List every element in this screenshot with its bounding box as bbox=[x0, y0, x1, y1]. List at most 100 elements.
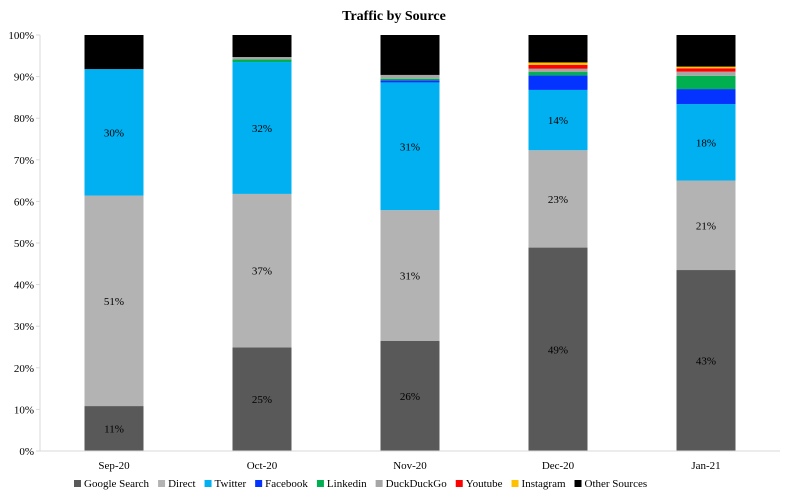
bar-segment bbox=[676, 89, 736, 105]
bar-segment bbox=[528, 75, 588, 90]
x-tick-label: Sep-20 bbox=[98, 460, 130, 472]
data-label: 32% bbox=[252, 123, 272, 135]
legend-label: Facebook bbox=[265, 478, 308, 490]
data-label: 31% bbox=[400, 270, 420, 282]
y-tick-label: 20% bbox=[14, 363, 34, 375]
bar-stack: 26% 31% 31% bbox=[380, 35, 440, 451]
data-label: 25% bbox=[252, 394, 272, 406]
bar-segment bbox=[232, 347, 292, 451]
y-axis: 0% 10% 20% 30% 40% 50% 60% 70% 80% 90% 100% bbox=[8, 30, 41, 458]
bar-segment bbox=[380, 35, 440, 75]
x-tick-label: Oct-20 bbox=[247, 460, 278, 472]
y-tick-label: 100% bbox=[8, 30, 34, 42]
data-label: 51% bbox=[104, 296, 124, 308]
data-label: 49% bbox=[548, 344, 568, 356]
y-tick-label: 80% bbox=[14, 113, 34, 125]
bar-segment bbox=[676, 66, 736, 69]
bar-segment bbox=[232, 35, 292, 58]
bar-segment bbox=[676, 68, 736, 72]
y-tick-label: 0% bbox=[19, 446, 34, 458]
legend-label: Twitter bbox=[215, 478, 247, 490]
legend-item: Facebook bbox=[255, 478, 308, 490]
x-tick-label: Dec-20 bbox=[542, 460, 575, 472]
bar-segment bbox=[232, 62, 292, 194]
x-axis: Sep-20 Oct-20 Nov-20 Dec-20 Jan-21 bbox=[40, 450, 780, 472]
bar-segment bbox=[528, 68, 588, 73]
x-tick-label: Jan-21 bbox=[691, 460, 720, 472]
bar-segment bbox=[232, 59, 292, 63]
data-label: 18% bbox=[696, 137, 716, 149]
legend-item: Youtube bbox=[455, 478, 503, 490]
legend-item: DuckDuckGo bbox=[375, 478, 448, 490]
bar-segment bbox=[676, 104, 736, 181]
legend-swatch bbox=[255, 480, 263, 487]
bar-segment bbox=[676, 270, 736, 451]
legend-item: Linkedin bbox=[316, 478, 367, 490]
y-tick-label: 60% bbox=[14, 196, 34, 208]
bar-stack: 49% 23% 14% bbox=[528, 35, 588, 451]
bar-segment bbox=[84, 69, 144, 196]
legend-label: Other Sources bbox=[585, 478, 648, 490]
bar-segment bbox=[380, 210, 440, 341]
legend-swatch bbox=[316, 480, 324, 487]
bar-segment bbox=[380, 82, 440, 211]
legend: Google Search Direct Twitter Facebook Linked… bbox=[74, 478, 647, 490]
data-label: 11% bbox=[104, 424, 124, 436]
bar-segment bbox=[676, 71, 736, 76]
y-tick-label: 90% bbox=[14, 72, 34, 84]
bar-segment bbox=[528, 72, 588, 76]
legend-label: Instagram bbox=[522, 478, 566, 490]
legend-item: Instagram bbox=[511, 478, 566, 490]
bar-segment bbox=[528, 35, 588, 63]
bar-segment bbox=[528, 62, 588, 65]
data-label: 26% bbox=[400, 391, 420, 403]
bar-segment bbox=[84, 406, 144, 451]
legend-item: Google Search bbox=[74, 478, 150, 490]
legend-item: Other Sources bbox=[574, 478, 648, 490]
data-label: 30% bbox=[104, 127, 124, 139]
bar-segment bbox=[232, 193, 292, 348]
legend-swatch bbox=[511, 480, 519, 487]
bar-segment bbox=[676, 35, 736, 67]
data-label: 14% bbox=[548, 115, 568, 127]
legend-swatch bbox=[574, 480, 582, 487]
legend-label: Direct bbox=[168, 478, 195, 490]
data-label: 37% bbox=[252, 266, 272, 278]
chart-title: Traffic by Source bbox=[342, 9, 446, 24]
data-label: 21% bbox=[696, 220, 716, 232]
bar-stack: 43% 21% 18% bbox=[676, 35, 736, 451]
bar-segment bbox=[84, 195, 144, 407]
legend-label: Linkedin bbox=[327, 478, 367, 490]
data-label: 23% bbox=[548, 194, 568, 206]
bar-segment bbox=[232, 57, 292, 60]
legend-item: Twitter bbox=[204, 478, 247, 490]
bar-segment bbox=[528, 64, 588, 69]
legend-label: Youtube bbox=[466, 478, 503, 490]
y-tick-label: 70% bbox=[14, 155, 34, 167]
data-label: 31% bbox=[400, 141, 420, 153]
bar-segment bbox=[528, 247, 588, 451]
legend-swatch bbox=[204, 480, 212, 487]
bar-segment bbox=[380, 74, 440, 79]
y-tick-label: 40% bbox=[14, 280, 34, 292]
x-tick-label: Nov-20 bbox=[393, 460, 427, 472]
legend-swatch bbox=[375, 480, 383, 487]
legend-label: DuckDuckGo bbox=[386, 478, 448, 490]
y-tick-label: 50% bbox=[14, 238, 34, 250]
bar-stack: 25% 37% 32% bbox=[232, 35, 292, 451]
legend-swatch bbox=[158, 480, 166, 487]
bar-segment bbox=[380, 78, 440, 81]
y-tick-label: 10% bbox=[14, 404, 34, 416]
bar-segment bbox=[84, 35, 144, 70]
legend-item: Direct bbox=[158, 478, 196, 490]
legend-swatch bbox=[455, 480, 463, 487]
bar-segment bbox=[676, 180, 736, 271]
y-tick-label: 30% bbox=[14, 321, 34, 333]
bars: 11% 51% 30% 25% 37% 32% 26% 31% 31% 49% 23% 14% 43% 2… bbox=[84, 35, 736, 451]
bar-segment bbox=[380, 80, 440, 83]
legend-label: Google Search bbox=[84, 478, 150, 490]
legend-swatch bbox=[74, 480, 81, 487]
bar-stack: 11% 51% 30% bbox=[84, 35, 144, 451]
data-label: 43% bbox=[696, 356, 716, 368]
